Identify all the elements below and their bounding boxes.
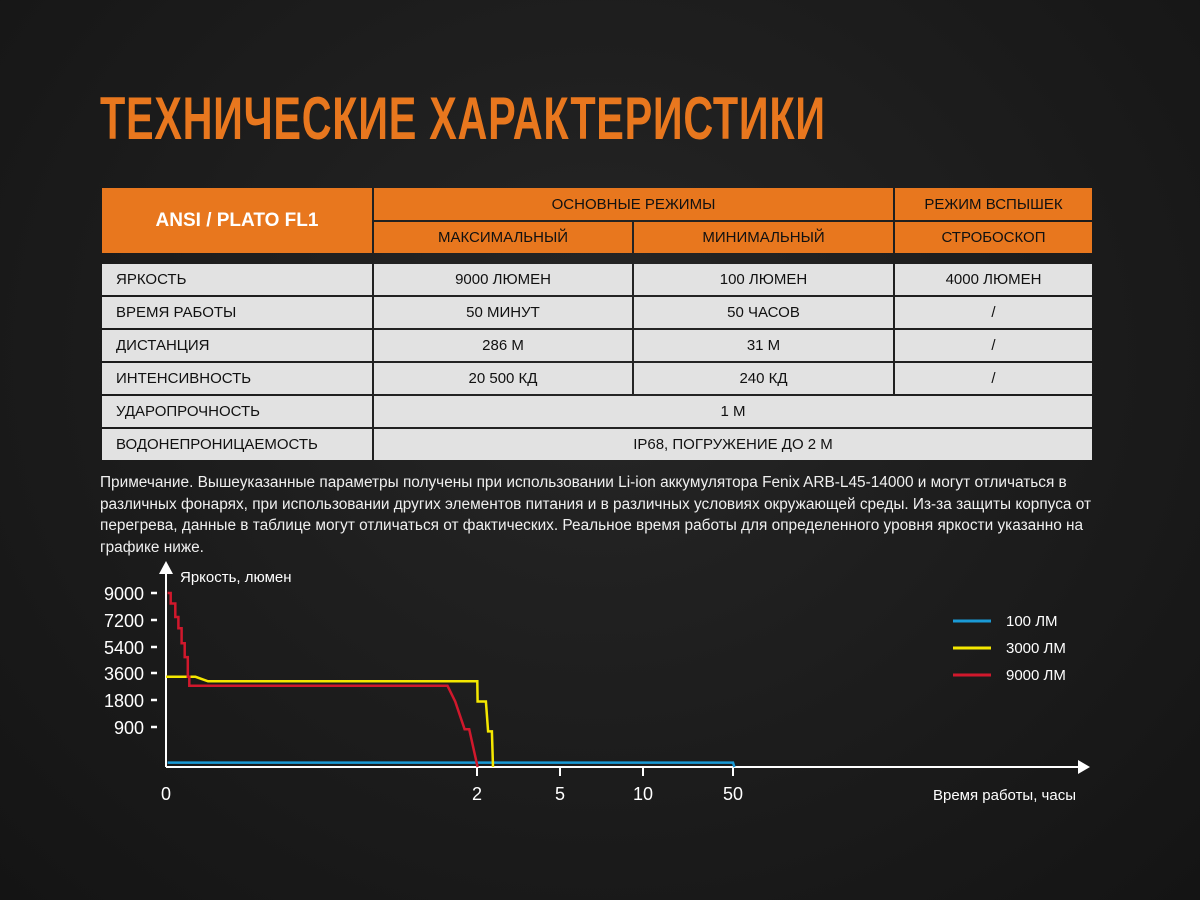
series-line-1 [166,675,495,768]
row-value-strobe: 4000 ЛЮМЕН [895,264,1092,295]
x-axis-label: Время работы, часы [933,787,1076,804]
row-value-max: 20 500 КД [374,363,632,394]
row-value: IP68, ПОГРУЖЕНИЕ ДО 2 М [374,429,1092,460]
row-value-max: 9000 ЛЮМЕН [374,264,632,295]
group-main-header: ОСНОВНЫЕ РЕЖИМЫ [374,188,893,220]
legend-label: 100 ЛМ [1006,613,1058,630]
x-tick-label: 2 [472,784,482,804]
row-value-min: 240 КД [634,363,893,394]
row-value-max: 50 МИНУТ [374,297,632,328]
x-axis-arrow [1078,760,1090,774]
row-value: 1 М [374,396,1092,427]
brand-header: ANSI / PLATO FL1 [102,188,372,253]
y-tick-label: 1800 [104,691,144,711]
row-label: УДАРОПРОЧНОСТЬ [102,396,372,427]
row-value-min: 31 М [634,330,893,361]
x-tick-label: 50 [723,784,743,804]
row-label: ВРЕМЯ РАБОТЫ [102,297,372,328]
page-title: ТЕХНИЧЕСКИЕ ХАРАКТЕРИСТИКИ [100,85,826,152]
y-tick-label: 9000 [104,584,144,604]
y-tick-label: 7200 [104,611,144,631]
row-label: ВОДОНЕПРОНИЦАЕМОСТЬ [102,429,372,460]
row-label: ДИСТАНЦИЯ [102,330,372,361]
y-axis-label: Яркость, люмен [180,569,292,586]
x-tick-label: 0 [161,784,171,804]
note-text: Примечание. Вышеуказанные параметры полу… [100,474,1092,556]
row-value-min: 50 ЧАСОВ [634,297,893,328]
row-label: ЯРКОСТЬ [102,264,372,295]
x-tick-label: 10 [633,784,653,804]
y-tick-label: 3600 [104,664,144,684]
x-tick-label: 5 [555,784,565,804]
y-axis-arrow [159,561,173,574]
row-label: ИНТЕНСИВНОСТЬ [102,363,372,394]
row-value-strobe: / [895,330,1092,361]
row-value-min: 100 ЛЮМЕН [634,264,893,295]
y-tick-label: 900 [114,718,144,738]
legend-label: 9000 ЛМ [1006,667,1066,684]
col-min-header: МИНИМАЛЬНЫЙ [634,222,893,253]
row-value-max: 286 М [374,330,632,361]
row-value-strobe: / [895,363,1092,394]
row-value-strobe: / [895,297,1092,328]
col-max-header: МАКСИМАЛЬНЫЙ [374,222,632,253]
series-line-2 [167,591,479,768]
series-line-0 [167,761,736,768]
legend-label: 3000 ЛМ [1006,640,1066,657]
y-tick-label: 5400 [104,638,144,658]
col-strobe-header: СТРОБОСКОП [895,222,1092,253]
group-flash-header: РЕЖИМ ВСПЫШЕК [895,188,1092,220]
